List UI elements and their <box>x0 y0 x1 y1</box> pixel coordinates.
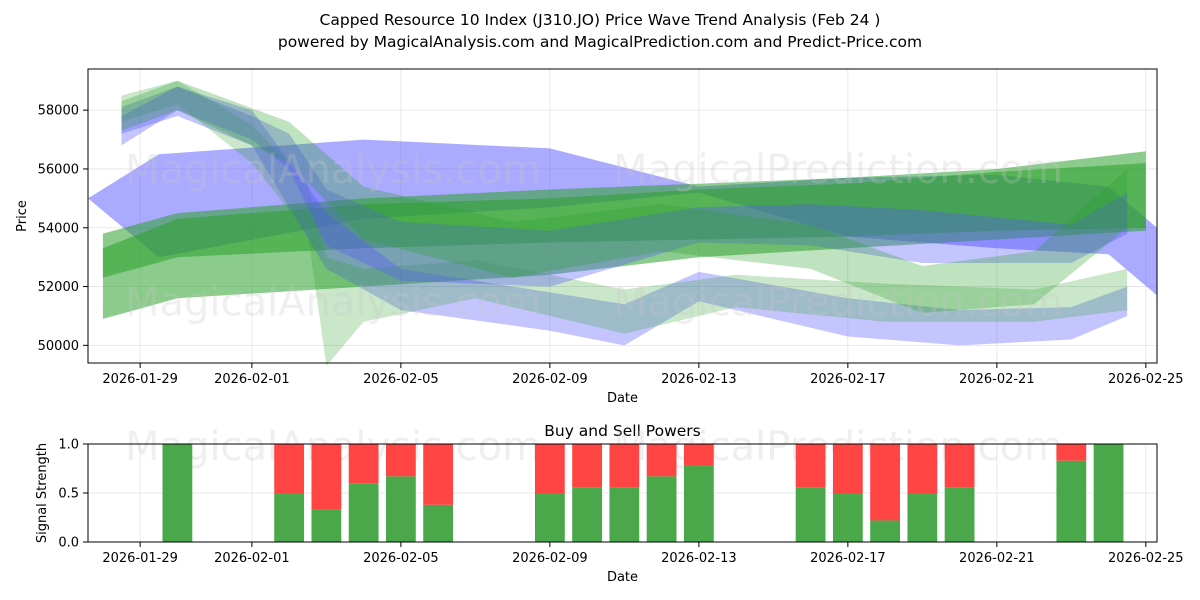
sell-bar <box>274 444 305 493</box>
price-y-tick-label: 58000 <box>38 104 79 119</box>
sell-bar <box>311 444 342 510</box>
sell-bar <box>534 444 565 493</box>
buy-bar <box>907 493 938 542</box>
sell-bar <box>832 444 863 493</box>
signal-x-tick-label: 2026-02-09 <box>512 551 588 566</box>
signal-x-tick-label: 2026-02-25 <box>1108 551 1184 566</box>
signal-chart-title: Buy and Sell Powers <box>544 422 701 440</box>
price-watermarks: MagicalAnalysis.com MagicalPrediction.com… <box>125 147 1063 325</box>
buy-bar <box>944 487 975 542</box>
price-y-tick-label: 54000 <box>38 221 79 236</box>
buy-bar <box>832 493 863 542</box>
buy-bar <box>348 483 379 542</box>
signal-y-tick-label: 1.0 <box>58 438 79 453</box>
signal-x-ticks: 2026-01-29 2026-02-01 2026-02-05 2026-02-09… <box>102 542 1184 566</box>
signal-x-tick-label: 2026-02-21 <box>959 551 1035 566</box>
price-plot-frame <box>87 68 1158 364</box>
price-watermark: MagicalPrediction.com <box>613 279 1063 325</box>
signal-chart: Buy and Sell Powers MagicalAnalysis.comM… <box>35 422 1184 585</box>
price-x-axis-label: Date <box>607 391 638 406</box>
signal-x-tick-label: 2026-02-13 <box>661 551 737 566</box>
price-x-tick-label: 2026-02-17 <box>810 372 886 387</box>
buy-bar <box>311 509 342 542</box>
signal-x-tick-label: 2026-02-01 <box>214 551 290 566</box>
sell-bar <box>870 444 900 521</box>
buy-bar <box>646 476 677 542</box>
price-x-tick-label: 2026-02-05 <box>363 372 439 387</box>
signal-bars <box>162 444 1124 542</box>
price-x-tick-label: 2026-02-21 <box>959 372 1035 387</box>
price-chart: MagicalAnalysis.com MagicalPrediction.com… <box>15 68 1184 406</box>
price-y-ticks: 50000 52000 54000 56000 58000 <box>38 104 88 354</box>
sell-bar <box>348 444 379 484</box>
sell-bar <box>944 444 975 488</box>
sell-bar <box>572 444 603 488</box>
price-watermark: MagicalPrediction.com <box>613 147 1063 193</box>
price-watermark: MagicalAnalysis.com <box>125 279 541 325</box>
buy-bar <box>1056 460 1087 542</box>
buy-bar <box>609 487 640 542</box>
signal-y-tick-label: 0.5 <box>58 487 79 502</box>
signal-x-axis-label: Date <box>607 570 638 585</box>
signal-y-ticks: 0.0 0.5 1.0 <box>58 438 88 551</box>
price-x-tick-label: 2026-02-13 <box>661 372 737 387</box>
price-wave-band-green <box>121 80 1128 366</box>
price-x-ticks: 2026-01-29 2026-02-01 2026-02-05 2026-02-09… <box>102 363 1184 387</box>
price-x-tick-label: 2026-01-29 <box>102 372 178 387</box>
price-y-tick-label: 52000 <box>38 280 79 295</box>
signal-y-axis-label: Signal Strength <box>35 443 50 543</box>
signal-x-tick-label: 2026-01-29 <box>102 551 178 566</box>
buy-bar <box>274 493 305 542</box>
sell-bar <box>385 444 416 477</box>
price-y-tick-label: 56000 <box>38 162 79 177</box>
price-x-tick-label: 2026-02-25 <box>1108 372 1184 387</box>
sell-bar <box>795 444 826 488</box>
chart-subtitle: powered by MagicalAnalysis.com and Magic… <box>278 33 922 51</box>
buy-bar <box>1093 444 1124 542</box>
price-y-axis-label: Price <box>15 200 30 232</box>
price-wave-band-blue <box>121 86 1128 287</box>
sell-bar <box>907 444 938 493</box>
price-wave-band-blue <box>121 86 1128 346</box>
sell-bar <box>683 444 714 466</box>
sell-bar <box>646 444 677 477</box>
buy-bar <box>162 444 193 542</box>
sell-bar <box>609 444 640 488</box>
price-y-tick-label: 50000 <box>38 339 79 354</box>
buy-bar <box>534 493 565 542</box>
price-wave-band-green <box>102 151 1146 278</box>
sell-bar <box>1056 444 1087 461</box>
price-wave-band-green <box>121 80 1128 313</box>
signal-y-tick-label: 0.0 <box>58 536 79 551</box>
buy-bar <box>385 476 416 542</box>
price-wave-bands <box>88 80 1157 366</box>
sell-bar <box>423 444 454 505</box>
buy-bar <box>572 487 603 542</box>
buy-bar <box>795 487 826 542</box>
price-x-tick-label: 2026-02-09 <box>512 372 588 387</box>
chart-title: Capped Resource 10 Index (J310.JO) Price… <box>320 11 881 29</box>
price-watermark: MagicalAnalysis.com <box>125 147 541 193</box>
signal-x-tick-label: 2026-02-05 <box>363 551 439 566</box>
buy-bar <box>423 504 454 542</box>
buy-bar <box>870 520 900 542</box>
price-x-tick-label: 2026-02-01 <box>214 372 290 387</box>
buy-bar <box>683 465 714 542</box>
signal-x-tick-label: 2026-02-17 <box>810 551 886 566</box>
